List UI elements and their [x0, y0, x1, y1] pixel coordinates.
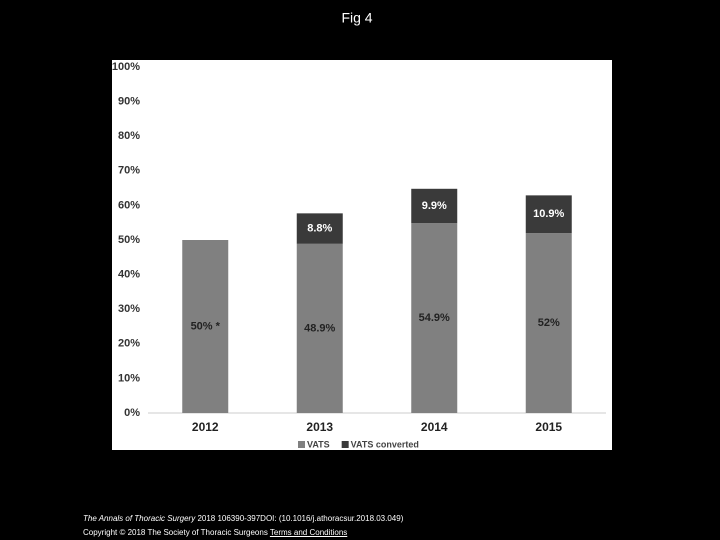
legend-label: VATS	[307, 439, 330, 449]
value-label: 9.9%	[422, 200, 447, 212]
value-label: 54.9%	[419, 312, 450, 324]
chart-title: Fig 4	[341, 10, 372, 26]
footer-citation-line: The Annals of Thoracic Surgery 2018 1063…	[83, 514, 403, 523]
legend-swatch	[341, 441, 349, 448]
y-tick-label: 20%	[118, 338, 140, 350]
citation: 2018 106390-397DOI: (10.1016/j.athoracsu…	[197, 514, 404, 523]
x-tick-label: 2013	[306, 420, 333, 434]
y-tick-label: 50%	[118, 234, 140, 246]
legend-swatch	[298, 441, 305, 448]
y-tick-label: 40%	[118, 269, 140, 281]
bar-segment	[525, 195, 572, 234]
y-tick-label: 80%	[118, 130, 140, 142]
legend-label: VATS converted	[351, 439, 419, 449]
bar-segment	[525, 233, 572, 413]
y-tick-label: 10%	[118, 372, 140, 384]
y-tick-label: 30%	[118, 303, 140, 315]
journal: The Annals of Thoracic Surgery	[83, 514, 196, 523]
bar-segment	[411, 223, 458, 413]
terms-link[interactable]: Terms and Conditions	[269, 528, 348, 537]
y-tick-label: 100%	[112, 61, 140, 73]
value-label: 50% *	[191, 320, 221, 332]
bar-segment	[296, 243, 343, 413]
x-tick-label: 2012	[192, 420, 219, 434]
copyright: Copyright © 2018 The Society of Thoracic…	[83, 528, 268, 537]
x-tick-label: 2014	[421, 420, 448, 434]
y-tick-label: 70%	[118, 165, 140, 177]
x-tick-label: 2015	[535, 420, 562, 434]
y-tick-label: 0%	[124, 407, 140, 419]
bar-segment	[182, 240, 229, 413]
footer-copyright-line: Copyright © 2018 The Society of Thoracic…	[83, 528, 347, 537]
bar-segment	[411, 188, 458, 224]
value-label: 48.9%	[304, 322, 335, 334]
value-label: 10.9%	[533, 208, 564, 220]
bar-segment	[296, 213, 343, 244]
y-tick-label: 60%	[118, 199, 140, 211]
value-label: 52%	[538, 317, 560, 329]
value-label: 8.8%	[307, 222, 332, 234]
y-tick-label: 90%	[118, 96, 140, 108]
